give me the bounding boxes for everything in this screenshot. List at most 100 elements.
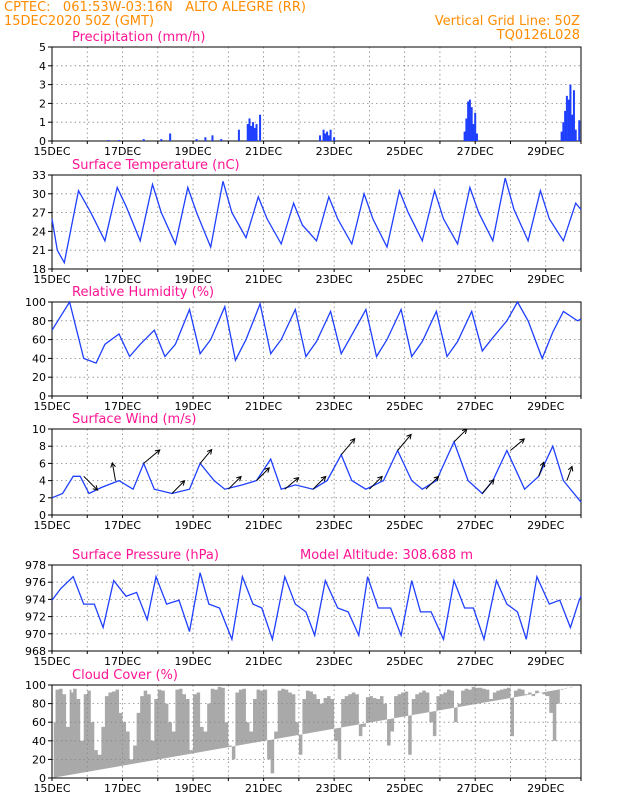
x-date-label: 21DEC — [245, 400, 282, 413]
wind-arrow-head — [320, 475, 327, 482]
x-date-label: 23DEC — [316, 782, 353, 795]
x-date-label: 23DEC — [316, 273, 353, 286]
wind-arrow-shaft — [481, 479, 495, 494]
wind-arrow-shaft — [340, 438, 356, 456]
x-date-label: 27DEC — [457, 273, 494, 286]
wind-arrow-head — [377, 475, 383, 482]
y-tick-label: 972 — [25, 611, 46, 624]
y-tick-label: 18 — [32, 263, 46, 276]
precip-bar — [324, 133, 327, 141]
x-date-label: 21DEC — [245, 655, 282, 668]
x-date-label: 19DEC — [175, 519, 212, 532]
precip-bar — [470, 107, 473, 141]
precip-bar — [118, 140, 121, 141]
precip-bar — [562, 122, 565, 141]
precip-bar — [565, 95, 568, 141]
precip-bar — [204, 137, 207, 141]
x-date-label: 25DEC — [386, 400, 423, 413]
x-date-label: 21DEC — [245, 782, 282, 795]
x-date-label: 17DEC — [104, 655, 141, 668]
precip-bar — [564, 110, 567, 141]
series-line — [51, 300, 582, 364]
wind-arrow-head — [539, 461, 546, 468]
panel-title: Surface Temperature (nC) — [72, 158, 240, 173]
precip-bar — [474, 112, 477, 141]
series-line — [51, 572, 582, 642]
x-date-label: 23DEC — [316, 400, 353, 413]
wind-arrow — [510, 438, 526, 451]
wind-arrow-shaft — [538, 462, 545, 477]
wind-arrow-shaft — [425, 476, 439, 490]
x-date-label: 27DEC — [457, 519, 494, 532]
panel-frame — [51, 564, 582, 652]
x-date-label: 25DEC — [386, 519, 423, 532]
precip-bar — [246, 124, 249, 141]
x-date-label: 15DEC — [33, 273, 70, 286]
precip-bar — [319, 135, 322, 141]
y-tick-label: 60 — [32, 716, 46, 729]
header-station-line: CPTEC: 061:53W-03:16N ALTO ALEGRE (RR) — [4, 0, 306, 15]
x-date-label: 27DEC — [457, 655, 494, 668]
wind-arrow-shaft — [143, 449, 161, 464]
y-tick-label: 40 — [32, 352, 46, 365]
precip-bar — [237, 129, 240, 141]
x-date-label: 15DEC — [33, 782, 70, 795]
panel-frame — [51, 428, 582, 516]
y-tick-label: 1 — [39, 116, 46, 129]
x-date-label: 17DEC — [104, 400, 141, 413]
y-tick-label: 0 — [39, 135, 46, 148]
precip-bar — [211, 135, 214, 141]
panel-frame — [51, 46, 582, 142]
wind-arrow — [425, 475, 440, 490]
wind-arrow-head — [293, 476, 300, 483]
y-tick-label: 100 — [25, 296, 46, 309]
y-tick-label: 8 — [39, 440, 46, 453]
y-tick-label: 2 — [39, 97, 46, 110]
y-tick-label: 27 — [32, 207, 46, 220]
wind-arrow-shaft — [453, 428, 468, 443]
x-date-label: 25DEC — [386, 782, 423, 795]
y-tick-label: 976 — [25, 576, 46, 589]
y-tick-label: 4 — [39, 475, 46, 488]
y-tick-label: 4 — [39, 60, 46, 73]
wind-arrow-shaft — [111, 462, 116, 481]
precip-bar — [160, 139, 163, 141]
x-date-label: 25DEC — [386, 145, 423, 158]
wind-arrow-head — [206, 448, 213, 455]
wind-arrow-head — [92, 485, 99, 491]
precip-bar — [250, 125, 253, 141]
wind-arrow-head — [433, 475, 440, 482]
wind-arrow-head — [488, 478, 495, 485]
x-date-label: 19DEC — [175, 400, 212, 413]
x-date-label: 15DEC — [33, 655, 70, 668]
wind-arrow-head — [461, 428, 468, 435]
panel-title: Precipitation (mm/h) — [72, 30, 205, 45]
wind-arrow-head — [179, 480, 186, 486]
wind-arrow-head — [236, 475, 242, 482]
wind-arrow — [227, 475, 242, 490]
x-date-label: 23DEC — [316, 519, 353, 532]
wind-arrow — [340, 437, 356, 456]
precip-bar — [259, 114, 262, 141]
x-date-label: 29DEC — [527, 655, 564, 668]
y-tick-label: 24 — [32, 225, 46, 238]
cloud-cover-area — [52, 686, 574, 778]
x-date-label: 19DEC — [175, 655, 212, 668]
x-date-label: 21DEC — [245, 519, 282, 532]
wind-arrow-head — [406, 433, 412, 440]
wind-arrow — [566, 465, 574, 481]
wind-arrow-shaft — [256, 467, 270, 481]
wind-arrow-shaft — [83, 475, 98, 491]
precip-bar — [560, 131, 563, 141]
y-tick-label: 3 — [39, 79, 46, 92]
precip-bar — [195, 139, 198, 141]
x-date-label: 19DEC — [175, 145, 212, 158]
series-line — [51, 440, 582, 503]
wind-arrow — [453, 428, 468, 443]
x-date-label: 29DEC — [527, 400, 564, 413]
precip-bar — [142, 139, 145, 141]
x-date-label: 29DEC — [527, 145, 564, 158]
precip-bar — [333, 137, 336, 141]
